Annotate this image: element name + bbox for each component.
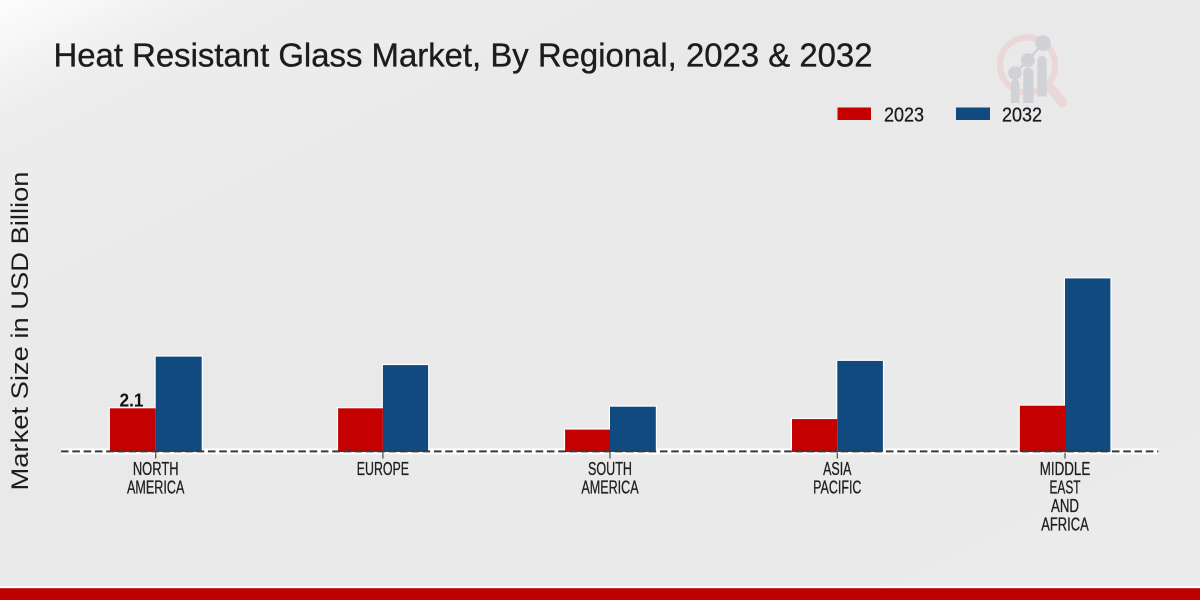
svg-text:SOUTH: SOUTH [588,459,632,479]
svg-text:2.1: 2.1 [120,389,144,410]
svg-text:NORTH: NORTH [133,459,179,479]
svg-text:AMERICA: AMERICA [127,477,184,497]
svg-text:2032: 2032 [1002,103,1042,126]
svg-text:EAST: EAST [1050,477,1081,497]
svg-text:2023: 2023 [884,103,924,126]
svg-text:Heat Resistant Glass Market, B: Heat Resistant Glass Market, By Regional… [54,37,873,74]
svg-text:AFRICA: AFRICA [1041,515,1089,535]
svg-text:EUROPE: EUROPE [357,459,409,479]
svg-text:AND: AND [1051,496,1079,516]
svg-text:MIDDLE: MIDDLE [1040,459,1091,479]
svg-text:PACIFIC: PACIFIC [813,477,861,497]
svg-text:AMERICA: AMERICA [581,477,638,497]
svg-text:ASIA: ASIA [823,459,851,479]
svg-text:Market Size in USD Billion: Market Size in USD Billion [7,172,34,491]
